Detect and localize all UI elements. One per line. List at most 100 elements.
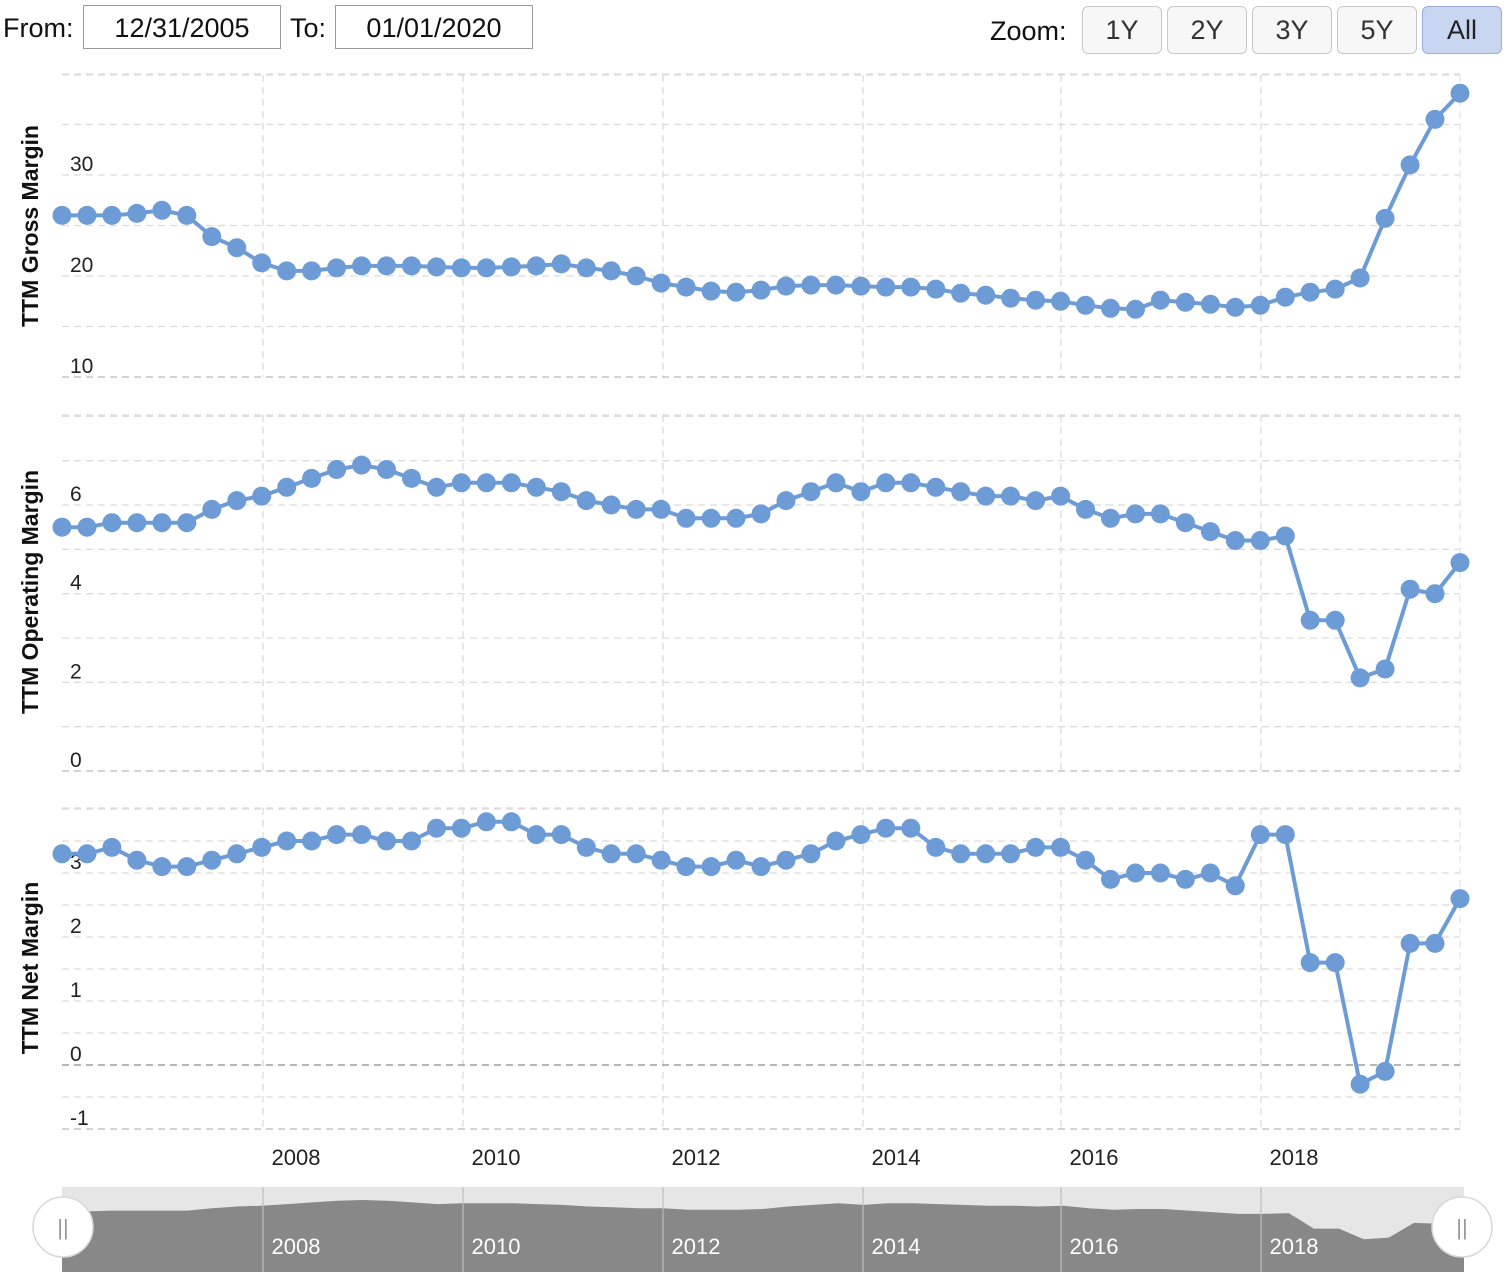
to-date-input[interactable]: 01/01/2020 xyxy=(335,5,533,49)
data-point[interactable] xyxy=(776,850,796,870)
data-point[interactable] xyxy=(402,468,421,488)
data-point[interactable] xyxy=(102,205,122,225)
data-point[interactable] xyxy=(1350,668,1370,688)
data-point[interactable] xyxy=(776,491,796,511)
data-point[interactable] xyxy=(202,499,222,519)
data-point[interactable] xyxy=(1026,290,1046,310)
data-point[interactable] xyxy=(227,238,247,258)
data-point[interactable] xyxy=(227,844,247,864)
navigator-right-handle[interactable]: || xyxy=(1431,1196,1493,1258)
data-point[interactable] xyxy=(352,455,372,475)
data-point[interactable] xyxy=(327,258,347,278)
data-point[interactable] xyxy=(551,825,571,845)
data-point[interactable] xyxy=(1325,953,1345,973)
zoom-3y-button[interactable]: 3Y xyxy=(1252,6,1332,54)
data-point[interactable] xyxy=(227,491,247,511)
data-point[interactable] xyxy=(876,818,896,838)
data-point[interactable] xyxy=(1076,850,1095,870)
data-point[interactable] xyxy=(1350,268,1370,288)
data-point[interactable] xyxy=(851,276,871,296)
data-point[interactable] xyxy=(77,517,97,537)
data-point[interactable] xyxy=(1051,486,1071,506)
data-point[interactable] xyxy=(901,277,921,297)
data-point[interactable] xyxy=(1375,208,1395,228)
zoom-2y-button[interactable]: 2Y xyxy=(1167,6,1247,54)
data-point[interactable] xyxy=(77,205,97,225)
data-point[interactable] xyxy=(1051,837,1071,857)
data-point[interactable] xyxy=(152,513,172,533)
data-point[interactable] xyxy=(476,473,496,493)
data-point[interactable] xyxy=(1325,610,1345,630)
data-point[interactable] xyxy=(976,285,996,305)
data-point[interactable] xyxy=(926,279,946,299)
data-point[interactable] xyxy=(377,460,396,479)
data-point[interactable] xyxy=(1126,504,1145,524)
data-point[interactable] xyxy=(327,460,347,479)
data-point[interactable] xyxy=(726,282,746,302)
data-point[interactable] xyxy=(826,473,846,493)
data-point[interactable] xyxy=(451,258,471,278)
data-point[interactable] xyxy=(626,844,646,864)
zoom-all-button[interactable]: All xyxy=(1422,6,1502,54)
data-point[interactable] xyxy=(1250,295,1270,315)
data-point[interactable] xyxy=(726,508,746,528)
data-point[interactable] xyxy=(152,857,172,877)
data-point[interactable] xyxy=(352,825,372,845)
data-point[interactable] xyxy=(476,812,496,832)
data-point[interactable] xyxy=(526,256,546,276)
data-point[interactable] xyxy=(277,831,297,851)
data-point[interactable] xyxy=(926,477,946,497)
data-point[interactable] xyxy=(127,850,147,870)
data-point[interactable] xyxy=(1425,933,1445,953)
data-point[interactable] xyxy=(701,508,721,528)
data-point[interactable] xyxy=(1150,290,1170,310)
data-point[interactable] xyxy=(926,837,946,857)
from-date-input[interactable]: 12/31/2005 xyxy=(83,5,281,49)
data-point[interactable] xyxy=(651,850,671,870)
data-point[interactable] xyxy=(1026,837,1046,857)
data-point[interactable] xyxy=(127,203,147,223)
data-point[interactable] xyxy=(1001,288,1021,308)
data-point[interactable] xyxy=(976,844,996,864)
data-point[interactable] xyxy=(1001,486,1021,506)
data-point[interactable] xyxy=(77,844,97,864)
data-point[interactable] xyxy=(1076,499,1095,519)
data-point[interactable] xyxy=(1126,299,1145,319)
data-point[interactable] xyxy=(1101,869,1120,889)
data-point[interactable] xyxy=(1300,282,1320,302)
data-point[interactable] xyxy=(526,825,546,845)
data-point[interactable] xyxy=(576,258,596,278)
zoom-1y-button[interactable]: 1Y xyxy=(1082,6,1162,54)
data-point[interactable] xyxy=(1450,889,1470,909)
data-point[interactable] xyxy=(651,499,671,519)
data-point[interactable] xyxy=(551,254,571,274)
data-point[interactable] xyxy=(451,818,471,838)
data-point[interactable] xyxy=(1126,863,1145,883)
data-point[interactable] xyxy=(1051,291,1071,311)
data-point[interactable] xyxy=(751,857,771,877)
data-point[interactable] xyxy=(1225,531,1245,550)
data-point[interactable] xyxy=(252,253,272,273)
data-point[interactable] xyxy=(1300,953,1320,973)
data-point[interactable] xyxy=(1325,279,1345,299)
data-point[interactable] xyxy=(1150,863,1170,883)
data-point[interactable] xyxy=(651,273,671,293)
data-point[interactable] xyxy=(601,495,621,515)
data-point[interactable] xyxy=(901,818,921,838)
data-point[interactable] xyxy=(601,844,621,864)
data-point[interactable] xyxy=(1275,825,1295,845)
data-point[interactable] xyxy=(551,482,571,502)
data-point[interactable] xyxy=(851,482,871,502)
data-point[interactable] xyxy=(1225,876,1245,896)
data-point[interactable] xyxy=(302,831,322,851)
data-point[interactable] xyxy=(102,837,122,857)
data-point[interactable] xyxy=(1175,869,1195,889)
data-point[interactable] xyxy=(501,812,521,832)
data-point[interactable] xyxy=(427,477,446,497)
data-point[interactable] xyxy=(1101,508,1120,528)
data-point[interactable] xyxy=(402,256,421,276)
data-point[interactable] xyxy=(1250,531,1270,550)
data-point[interactable] xyxy=(102,513,122,533)
data-point[interactable] xyxy=(302,261,322,281)
data-point[interactable] xyxy=(1175,513,1195,533)
